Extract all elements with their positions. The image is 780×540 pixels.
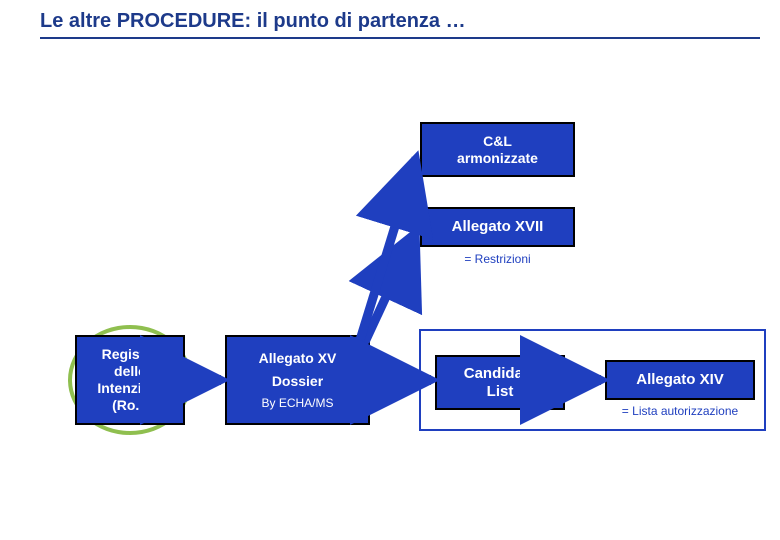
cl-line2: armonizzate [457,150,538,167]
node-allegato-xiv: Allegato XIV [605,360,755,400]
axiv-title: Allegato XIV [636,371,724,389]
axv-line1: Allegato XV [259,350,337,367]
candidate-line2: List [487,383,514,401]
arrows-layer [0,0,780,540]
axvii-title: Allegato XVII [452,218,544,236]
node-allegato-xvii: Allegato XVII [420,207,575,247]
caption-allegato-xvii: = Restrizioni [420,252,575,266]
title-underline [40,37,760,39]
node-registro: Registro delle Intenzioni (Ro.I) [75,335,185,425]
candidate-line1: Candidate [464,365,537,383]
axv-line3: By ECHA/MS [261,396,333,410]
axv-line2: Dossier [272,373,323,390]
slide-title: Le altre PROCEDURE: il punto di partenza… [40,10,760,37]
node-allegato-xv: Allegato XV Dossier By ECHA/MS [225,335,370,425]
cl-line1: C&L [483,133,512,150]
registro-line3: Intenzioni [97,380,162,397]
node-cl: C&L armonizzate [420,122,575,177]
registro-line4: (Ro.I) [112,397,148,414]
registro-line2: delle [114,363,146,380]
caption-allegato-xiv: = Lista autorizzazione [605,404,755,418]
registro-line1: Registro [102,346,159,363]
node-candidate: Candidate List [435,355,565,410]
